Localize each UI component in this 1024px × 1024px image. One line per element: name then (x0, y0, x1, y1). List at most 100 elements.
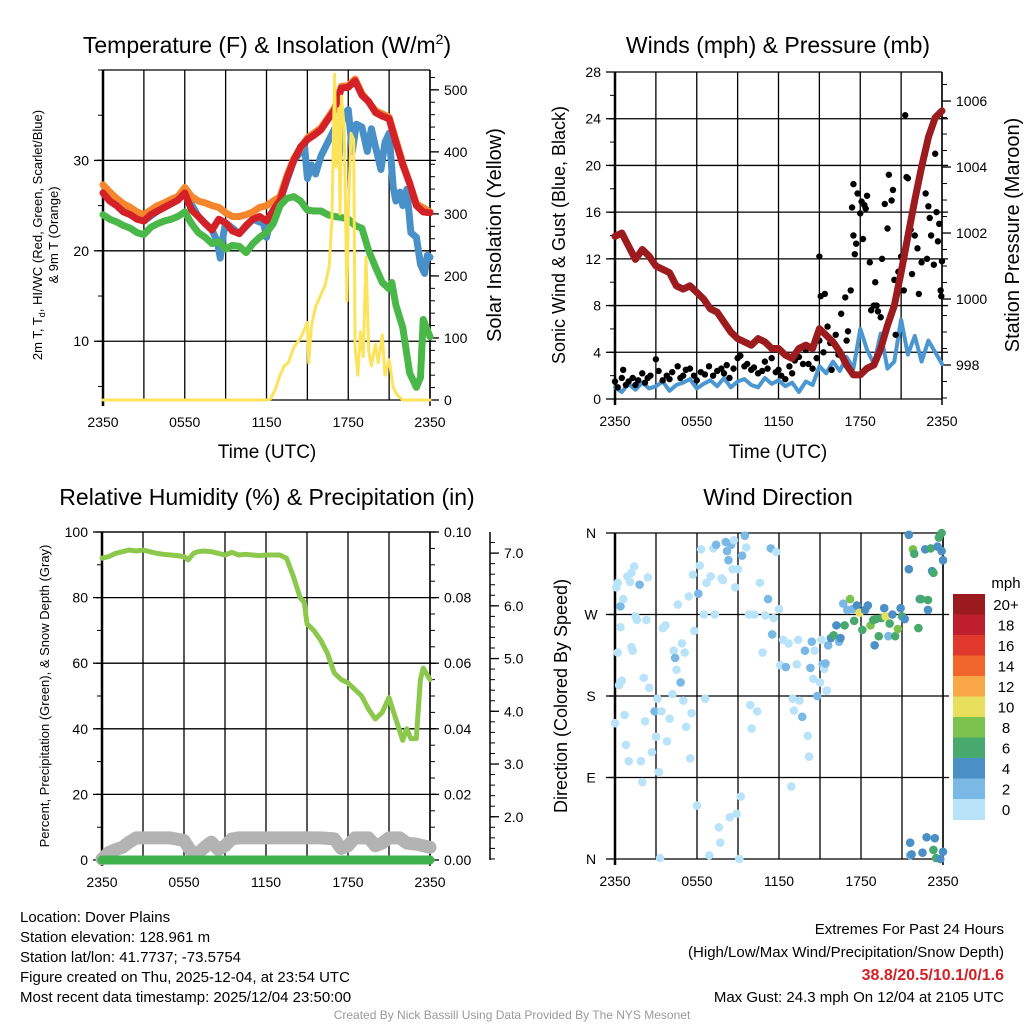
wind-direction-point (616, 622, 625, 632)
wind-y-tick-label: 16 (585, 204, 601, 220)
wind-direction-point (900, 614, 910, 624)
gust-point (937, 287, 944, 294)
wind-direction-point (639, 673, 648, 683)
wind-direction-point (800, 646, 810, 656)
legend-label: 2 (1002, 782, 1010, 799)
wind-direction-point (669, 646, 679, 656)
rh-x-tick-label: 1150 (251, 874, 281, 890)
gust-point (705, 363, 713, 370)
dir-x-tick-label: 1150 (764, 873, 794, 889)
wind-y-tick-label: 24 (585, 111, 601, 127)
rh-y-tick-label: 80 (72, 590, 88, 606)
wind-x-tick-label: 1150 (763, 413, 793, 429)
wind-direction-point (863, 601, 873, 610)
solar-y-tick-label: 0 (444, 392, 452, 408)
rh-x-tick-label: 2350 (414, 874, 445, 890)
wind-direction-point (781, 662, 791, 672)
wind-direction-point (870, 640, 879, 650)
gust-point (915, 290, 923, 298)
gust-point (877, 314, 884, 321)
gust-point (828, 366, 835, 374)
snow-y-tick-label: 6.0 (504, 598, 524, 614)
wind-direction-point (617, 676, 627, 685)
wind-direction-point (640, 717, 650, 726)
temp-x-tick-label: 1150 (251, 414, 281, 430)
gust-point (900, 287, 908, 294)
wind-direction-point (635, 580, 644, 589)
gust-point (936, 220, 943, 228)
gust-point (758, 367, 766, 375)
wind-direction-point (929, 845, 938, 855)
wind-direction-point (838, 599, 848, 608)
gust-point (629, 374, 636, 382)
solar-y-tick-label: 500 (444, 82, 468, 98)
wind-direction-point (896, 603, 905, 613)
gust-point (878, 255, 886, 263)
wind-direction-point (724, 555, 733, 565)
gust-point (723, 361, 730, 369)
gust-point (805, 360, 812, 368)
wind-direction-point (725, 813, 735, 822)
legend-color-swatch (953, 676, 985, 697)
wind-direction-point (613, 578, 623, 588)
rh-x-tick-label: 0550 (168, 874, 199, 890)
gust-point (743, 360, 751, 368)
gust-point (647, 372, 654, 379)
wind-direction-point (758, 648, 767, 657)
wind-direction-point (888, 610, 897, 619)
dir-tick-label: N (586, 851, 596, 867)
pressure-y-tick-label: 1000 (956, 291, 987, 307)
legend-label: 20+ (993, 597, 1019, 614)
series-solar-insolation-line (101, 72, 432, 402)
wind-direction-point (812, 691, 822, 701)
wind-direction-point (711, 540, 721, 550)
gust-point (614, 384, 621, 391)
wind-x-tick-label: 2350 (599, 413, 630, 429)
gust-point (832, 331, 839, 338)
gust-point (889, 186, 897, 194)
credit: Created By Nick Bassill Using Data Provi… (334, 1008, 691, 1022)
wind-direction-point (736, 792, 746, 801)
solar-y-tick-label: 400 (444, 144, 468, 160)
wind-direction-point (858, 625, 867, 635)
legend-label: 8 (1002, 720, 1010, 737)
dir-tick-label: E (586, 770, 595, 786)
series-2m-td-line (99, 193, 434, 391)
wind-y-tick-label: 8 (593, 298, 601, 314)
gust-point (837, 310, 845, 317)
gust-point (674, 363, 681, 370)
snow-y-tick-label: 3.0 (504, 756, 524, 772)
wind-direction-point (665, 714, 674, 723)
legend-color-swatch (953, 614, 985, 636)
wind-y-tick-label: 20 (585, 157, 601, 173)
gust-point (888, 197, 895, 204)
gust-point (786, 363, 793, 370)
gust-point (764, 365, 771, 372)
wind-direction-point (832, 621, 841, 630)
wind-direction-point (653, 694, 662, 704)
legend-title: mph (991, 575, 1020, 592)
wind-direction-point (918, 848, 927, 857)
gust-point (659, 377, 666, 384)
wind-direction-point (694, 589, 703, 598)
dir-x-tick-label: 2350 (599, 873, 630, 889)
gust-point (873, 302, 880, 309)
dir-tick-label: S (586, 688, 595, 704)
wind-x-tick-label: 2350 (926, 413, 957, 429)
wind-direction-point (797, 712, 807, 722)
wind-direction-point (810, 646, 819, 656)
temp-x-axis-label: Time (UTC) (218, 442, 317, 463)
gust-point (632, 381, 639, 389)
gust-point (693, 377, 700, 384)
wind-direction-point (904, 530, 914, 540)
wind-direction-point (636, 756, 646, 766)
wind-y-tick-label: 12 (585, 251, 601, 267)
wind-direction-point (655, 853, 665, 863)
rh-panel-title: Relative Humidity (%) & Precipitation (i… (59, 484, 474, 510)
gust-point (850, 180, 857, 188)
snow-y-tick-label: 2.0 (504, 809, 524, 825)
gust-point (686, 365, 694, 372)
wind-direction-point (706, 572, 715, 581)
gust-point (775, 366, 782, 374)
wind-direction-point (737, 551, 747, 560)
